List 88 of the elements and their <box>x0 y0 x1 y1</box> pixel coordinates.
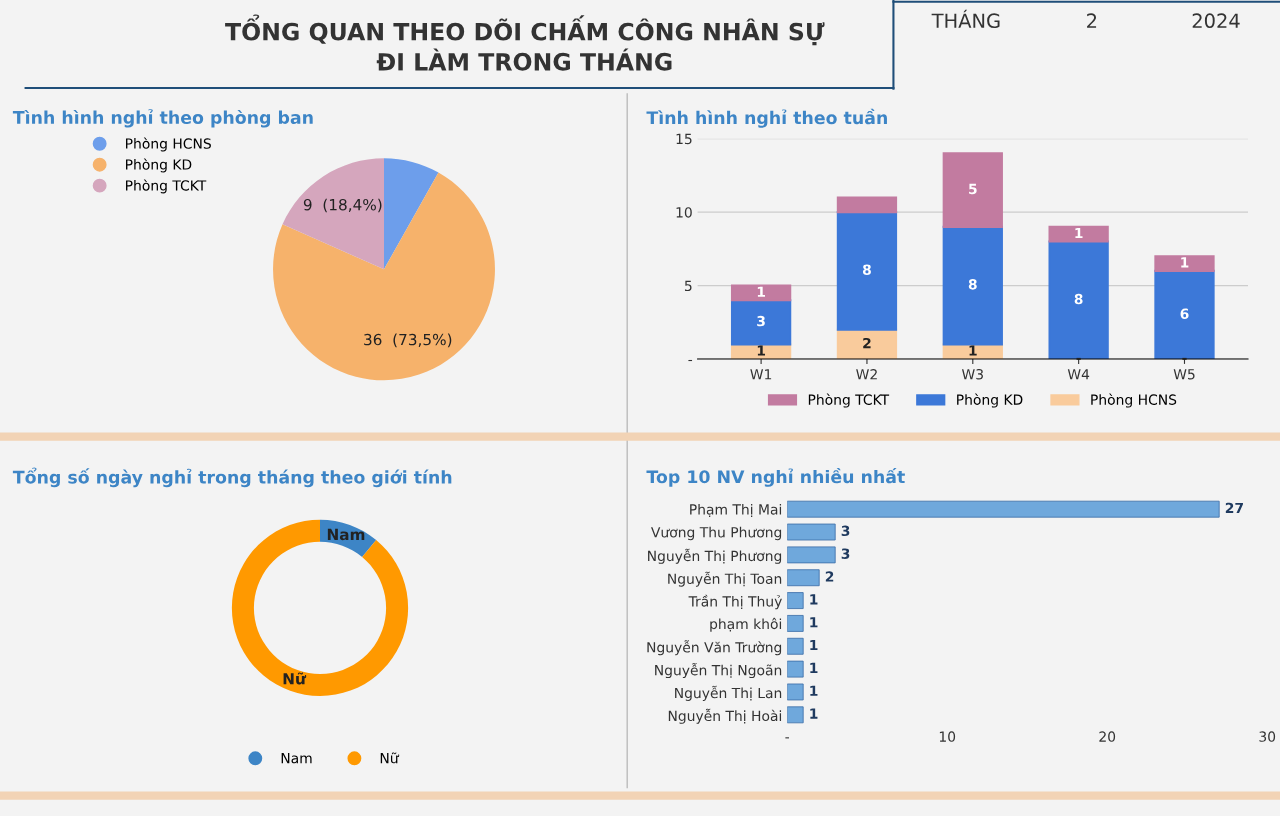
y-tick-label: 10 <box>676 207 692 218</box>
y-tick-label: phạm khôi <box>710 617 782 632</box>
y-tick-label: Vương Thu Phương <box>651 526 782 541</box>
pie-slice <box>282 158 384 270</box>
text: 2 <box>1087 13 1097 28</box>
bar <box>1154 255 1215 272</box>
data-label: 36 (73,5%) <box>364 333 452 348</box>
y-tick-label: Phạm Thị Mai <box>690 503 782 517</box>
data-label: 1 <box>969 345 977 356</box>
text: THÁNG <box>931 9 1000 29</box>
x-tick-label: 10 <box>939 731 956 742</box>
y-tick-label: 5 <box>684 280 692 292</box>
data-label: 5 <box>969 183 977 195</box>
y-tick-label: Nguyễn Thị Ngoãn <box>655 663 782 679</box>
bar <box>787 546 836 564</box>
legend-label: Phòng KD <box>126 158 192 173</box>
data-label: 1 <box>810 639 818 651</box>
data-label: 1 <box>757 345 765 356</box>
bar <box>730 299 792 346</box>
data-label: 3 <box>841 548 850 559</box>
donut-slice <box>231 519 409 697</box>
chart-title: Tình hình nghỉ theo tuần <box>646 108 887 128</box>
legend-label: Phòng HCNS <box>126 137 211 152</box>
y-tick-label: 15 <box>676 133 692 145</box>
data-label: 1 <box>757 286 765 297</box>
bar <box>1154 269 1215 360</box>
y-tick-label: Nguyễn Thị Phương <box>648 548 782 564</box>
bar <box>730 284 792 302</box>
y-tick-label: Trần Thị Thuỷ <box>688 594 782 610</box>
chart-title: Tình hình nghỉ theo phòng ban <box>12 109 313 128</box>
data-label: 8 <box>968 279 977 290</box>
bar <box>787 683 804 701</box>
data-label: 2 <box>863 337 871 349</box>
x-tick-label: W3 <box>961 369 983 380</box>
data-label: 1 <box>810 617 818 628</box>
bar <box>942 225 1003 346</box>
y-tick-label: Nguyễn Thị Lan <box>675 685 782 701</box>
bar <box>836 196 898 214</box>
bar <box>1048 225 1109 243</box>
bar <box>787 569 820 587</box>
data-label: 3 <box>757 315 765 327</box>
legend-label: Nam <box>281 753 312 764</box>
pie-slice <box>384 158 439 270</box>
legend-label: Phòng KD <box>957 393 1023 408</box>
bar <box>787 592 804 609</box>
data-label: 6 <box>1180 308 1189 320</box>
data-label: 9 (18,4%) <box>303 198 382 213</box>
data-label: 27 <box>1225 502 1243 514</box>
data-label: 3 <box>841 525 850 537</box>
data-label: Nữ <box>283 672 307 685</box>
bar <box>787 615 804 632</box>
bar <box>787 637 804 655</box>
bar <box>942 152 1003 228</box>
legend-label: Nữ <box>380 752 400 764</box>
x-tick-label: W2 <box>856 369 877 380</box>
bar <box>787 706 804 724</box>
pie-slice <box>273 172 495 381</box>
bar <box>836 211 898 331</box>
legend-label: Phòng TCKT <box>126 179 207 194</box>
bar <box>787 660 804 678</box>
data-label: 1 <box>810 685 818 696</box>
x-tick-label: W1 <box>750 369 772 380</box>
y-tick-label: - <box>688 359 693 362</box>
y-tick-label: Nguyễn Thị Toan <box>668 571 782 587</box>
y-tick-label: Nguyễn Thị Hoài <box>668 708 782 724</box>
data-label: 1 <box>810 594 818 605</box>
data-label: Nam <box>327 528 365 541</box>
data-label: 8 <box>1074 293 1083 305</box>
x-tick-label: W4 <box>1067 369 1090 380</box>
data-label: 1 <box>1181 257 1189 268</box>
x-tick-label: W5 <box>1173 369 1195 380</box>
bar <box>787 523 836 541</box>
y-tick-label: Nguyễn Văn Trường <box>647 640 782 656</box>
legend-label: Phòng TCKT <box>808 393 890 408</box>
data-label: 1 <box>1075 227 1083 239</box>
data-label: 1 <box>810 708 818 719</box>
text: TỔNG QUAN THEO DÕI CHẤM CÔNG NHÂN SỰ ĐI LÀM TRONG THÁNG <box>225 14 825 71</box>
data-label: 8 <box>862 264 871 275</box>
chart-title: Top 10 NV nghỉ nhiều nhất <box>646 467 905 487</box>
x-tick-label: 20 <box>1099 731 1116 742</box>
bar <box>787 500 1220 518</box>
data-label: 2 <box>825 571 834 582</box>
text: 2024 <box>1192 13 1240 29</box>
data-label: 1 <box>810 662 818 673</box>
chart-title: Tổng số ngày nghỉ trong tháng theo giới tính <box>12 467 452 488</box>
x-tick-label: 30 <box>1259 731 1276 742</box>
bar <box>1048 240 1109 360</box>
legend-label: Phòng HCNS <box>1091 393 1177 408</box>
